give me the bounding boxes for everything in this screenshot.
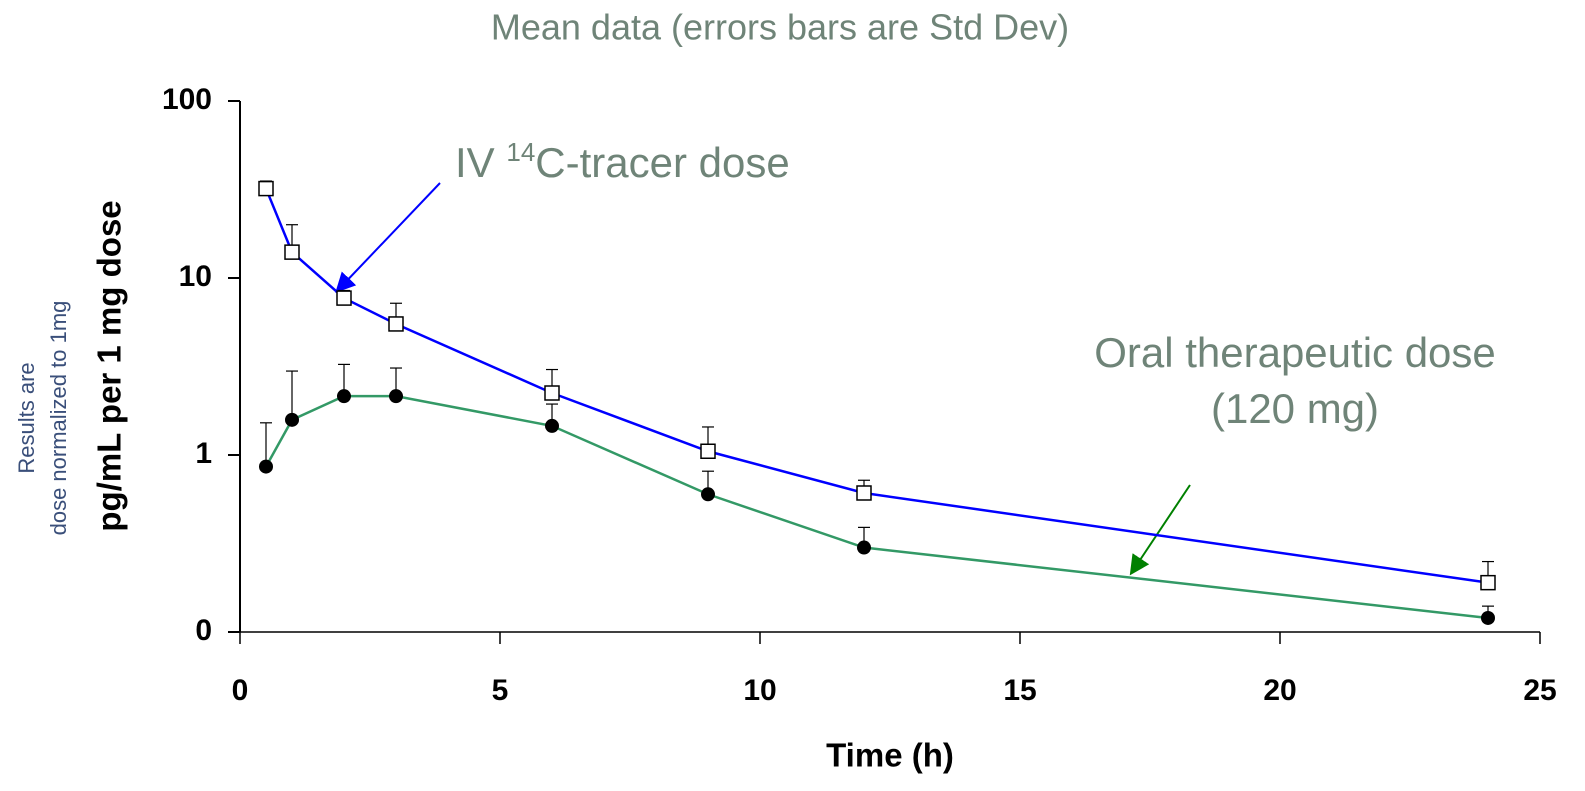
chart-title: Mean data (errors bars are Std Dev) (491, 7, 1069, 48)
x-tick-label: 5 (492, 674, 509, 707)
annotation: (120 mg) (1211, 385, 1379, 432)
marker (337, 389, 351, 404)
x-tick-label: 25 (1523, 674, 1556, 707)
marker (284, 244, 300, 260)
annotation: Oral therapeutic dose (1094, 329, 1496, 376)
arrow (335, 182, 441, 293)
marker (258, 180, 274, 197)
x-tick-label: 15 (1003, 674, 1036, 707)
x-tick-label: 10 (743, 674, 776, 707)
annotation-part: C-tracer dose (535, 139, 789, 186)
arrow (1129, 484, 1191, 576)
marker (388, 316, 404, 332)
annotation-part: IV (455, 139, 506, 186)
marker (857, 540, 871, 555)
marker (336, 290, 352, 306)
series-line (264, 188, 1489, 584)
y-tick-label: 0 (195, 614, 212, 647)
annotation: IV 14C-tracer dose (455, 137, 790, 186)
marker (856, 485, 872, 501)
marker (1480, 574, 1496, 591)
marker (285, 412, 299, 427)
y-note: dose normalized to 1mg (46, 301, 71, 536)
marker (1481, 610, 1495, 625)
y-note: Results are (14, 362, 39, 473)
y-tick-label: 10 (179, 260, 212, 293)
y-tick-label: 100 (162, 83, 212, 116)
y-axis-label: pg/mL per 1 mg dose (91, 200, 128, 531)
series-line (264, 394, 1489, 620)
x-tick-label: 0 (232, 674, 249, 707)
marker (544, 385, 560, 401)
x-tick-label: 20 (1263, 674, 1296, 707)
y-tick-label: 1 (195, 437, 212, 470)
marker (545, 418, 559, 433)
marker (701, 487, 715, 502)
annotation-sup: 14 (506, 137, 535, 167)
marker (259, 459, 273, 474)
marker (700, 443, 716, 459)
marker (389, 389, 403, 404)
x-axis-label: Time (h) (826, 737, 954, 774)
